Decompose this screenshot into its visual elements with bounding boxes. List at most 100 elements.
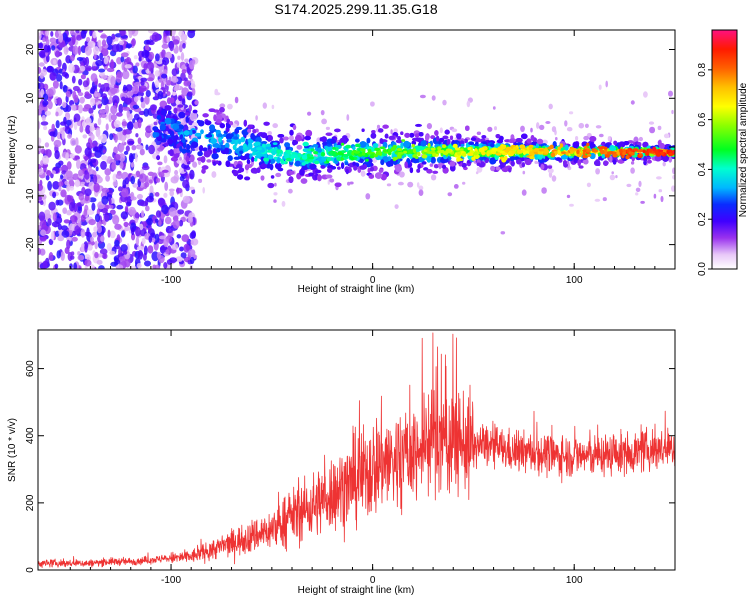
spectrogram-cell	[114, 154, 121, 161]
spectrogram-cell	[432, 170, 439, 174]
spectrogram-cell	[304, 135, 311, 141]
spectrogram-peak	[336, 156, 342, 162]
spectrogram-cell	[163, 262, 168, 269]
spectrogram-cell	[506, 158, 511, 162]
spectrogram-cell	[188, 60, 195, 70]
spectrogram-cell	[586, 182, 592, 188]
spectrogram-cell	[188, 30, 196, 33]
spectrogram-cell	[60, 225, 68, 231]
spectrogram-peak	[547, 146, 554, 150]
spectrogram-cell	[312, 144, 319, 148]
spectrogram-cell	[376, 124, 381, 129]
spectrogram-cell	[353, 165, 358, 170]
spectrogram-cell	[272, 123, 279, 129]
spectrogram-cell	[189, 186, 195, 190]
spectrogram-cell	[498, 164, 505, 168]
spectrogram-cell	[368, 158, 373, 163]
spectrogram-cell	[168, 110, 172, 116]
spectrogram-cell	[317, 147, 322, 153]
spectrogram-cell	[98, 103, 102, 109]
spectrogram-cell	[126, 243, 130, 253]
spectrogram-cell	[601, 153, 606, 159]
spectrogram-cell	[146, 39, 151, 45]
spectrogram-cell	[431, 95, 436, 101]
spectrogram-cell	[44, 110, 52, 116]
snr-panel: -100 0 100 0 200 400 600 Height of straight li…	[7, 329, 676, 596]
spectrogram-cell	[115, 173, 123, 180]
spectrogram-peak	[625, 155, 630, 160]
spectrogram-cell	[434, 130, 439, 136]
spectrogram-cell	[88, 219, 96, 226]
spectrogram-cell	[76, 57, 84, 61]
spectrogram-cell	[148, 179, 153, 184]
spectrogram-cell	[365, 161, 372, 168]
spectrogram-cell	[100, 113, 107, 119]
spectrogram-cell	[51, 45, 56, 51]
spectrogram-cell	[626, 183, 632, 188]
spectrogram-cell	[672, 174, 675, 180]
spectrogram-cell	[176, 61, 181, 68]
spectrogram-cell	[271, 104, 275, 110]
spectrogram-cell	[487, 126, 493, 132]
spectrogram-peak	[355, 143, 361, 148]
spectrogram-cell	[155, 210, 162, 218]
spectrogram-cell	[169, 41, 174, 52]
spectrogram-cell	[597, 152, 602, 157]
spectrogram-ytick-label: 20	[25, 44, 36, 56]
spectrogram-peak	[529, 155, 535, 160]
spectrogram-cell	[375, 172, 383, 179]
spectrogram-cell	[39, 248, 46, 256]
spectrogram-cell	[38, 196, 42, 201]
spectrogram-cell	[154, 192, 160, 197]
spectrogram-peak	[310, 148, 315, 152]
spectrogram-peak	[374, 147, 381, 152]
spectrogram-cell	[442, 99, 447, 106]
spectrogram-peak	[652, 146, 657, 152]
spectrogram-cell	[426, 155, 432, 163]
spectrogram-cell	[211, 171, 217, 178]
spectrogram-cell	[74, 145, 82, 154]
spectrogram-cell	[152, 126, 159, 132]
spectrogram-cell	[124, 64, 132, 69]
spectrogram-cell	[125, 145, 130, 152]
spectrogram-cell	[160, 212, 164, 220]
spectrogram-peak	[378, 151, 383, 156]
spectrogram-cell	[157, 90, 164, 100]
spectrogram-cell	[84, 231, 90, 237]
spectrogram-cell	[260, 132, 268, 139]
spectrogram-cell	[47, 180, 52, 191]
spectrogram-cell	[38, 247, 42, 256]
spectrogram-cell	[190, 83, 196, 89]
spectrogram-cell	[70, 138, 76, 146]
spectrogram-cell	[609, 155, 613, 163]
spectrogram-cell	[84, 259, 92, 267]
spectrogram-cell	[182, 179, 190, 189]
spectrogram-cell	[425, 134, 429, 142]
spectrogram-cell	[453, 184, 459, 189]
spectrogram-cell	[69, 153, 75, 159]
spectrogram-cell	[676, 153, 680, 160]
spectrogram-marks	[38, 30, 680, 269]
spectrogram-cell	[151, 237, 156, 243]
spectrogram-cell	[191, 141, 199, 148]
spectrogram-cell	[100, 133, 108, 144]
spectrogram-cell	[197, 151, 203, 157]
spectrogram-cell	[115, 264, 124, 269]
spectrogram-cell	[181, 98, 186, 106]
spectrogram-cell	[184, 77, 188, 82]
spectrogram-cell	[417, 163, 421, 170]
colorbar-tick-label: 0.6	[697, 112, 708, 126]
spectrogram-cell	[146, 195, 154, 203]
spectrogram-cell	[215, 160, 219, 164]
spectrogram-cell	[110, 87, 118, 95]
spectrogram-cell	[198, 120, 205, 127]
spectrogram-cell	[577, 159, 581, 167]
spectrogram-xlabel: Height of straight line (km)	[298, 284, 415, 295]
spectrogram-cell	[46, 65, 55, 73]
spectrogram-peak	[361, 151, 366, 156]
spectrogram-cell	[100, 34, 108, 39]
spectrogram-cell	[140, 80, 145, 86]
spectrogram-cell	[38, 183, 43, 191]
spectrogram-cell	[99, 52, 103, 61]
spectrogram-cell	[156, 115, 162, 120]
